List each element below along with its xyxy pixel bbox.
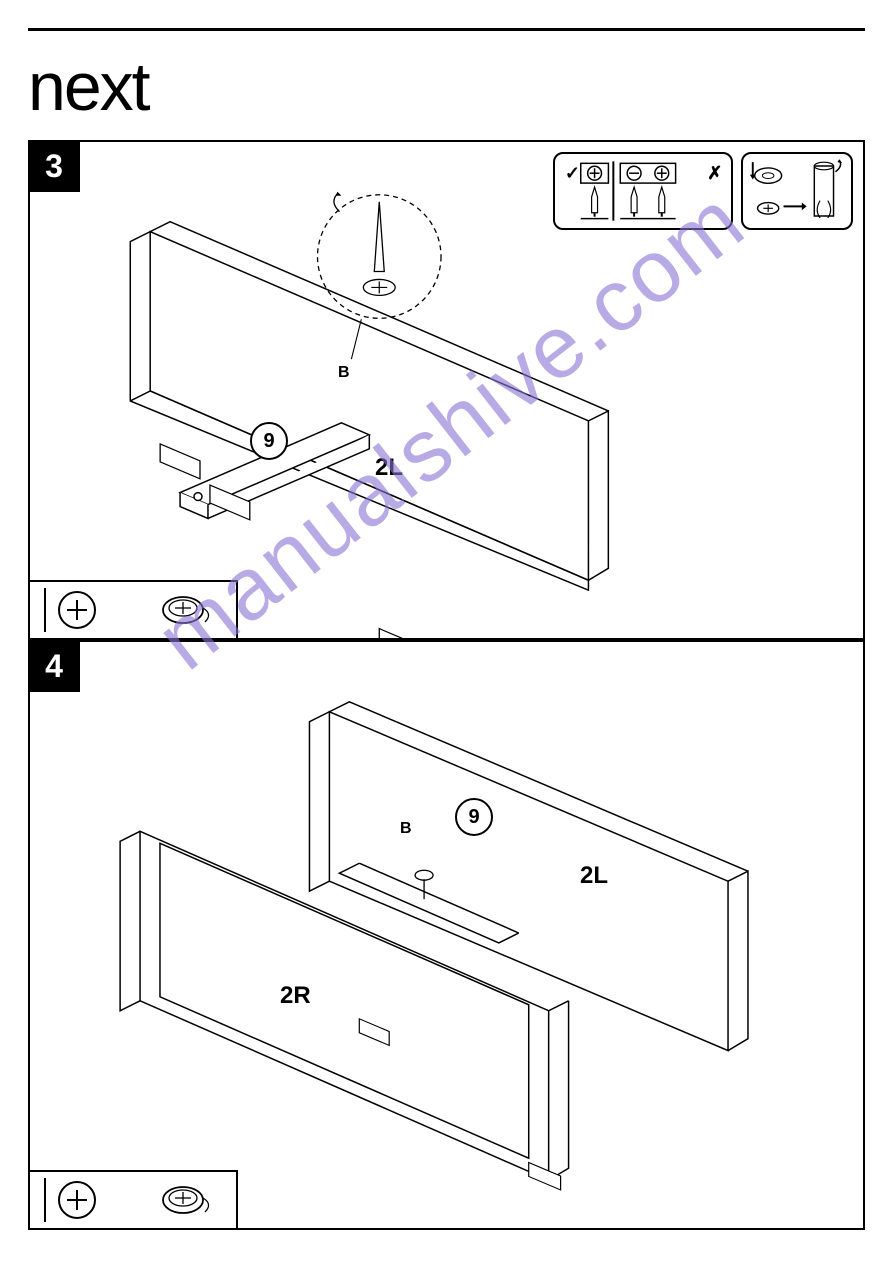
step-2-frame: 4 2L 2R 9 B xyxy=(28,640,865,1230)
label-9-step1: 9 xyxy=(250,422,288,460)
step-1-diagram xyxy=(30,142,863,638)
label-2R-step2: 2R xyxy=(280,982,311,1010)
brand-logo: next xyxy=(28,48,149,126)
step-1-frame: 3 ✓ ✗ xyxy=(28,140,865,640)
label-B-step1: B xyxy=(338,364,350,382)
label-B-step2: B xyxy=(400,820,412,838)
label-2L-step1: 2L xyxy=(375,454,403,482)
label-9-step2: 9 xyxy=(455,798,493,836)
page-top-rule xyxy=(28,28,865,31)
step-2-diagram xyxy=(30,642,863,1228)
step-1-tools xyxy=(28,580,238,640)
step-2-tools xyxy=(28,1170,238,1230)
label-2L-step2: 2L xyxy=(580,862,608,890)
